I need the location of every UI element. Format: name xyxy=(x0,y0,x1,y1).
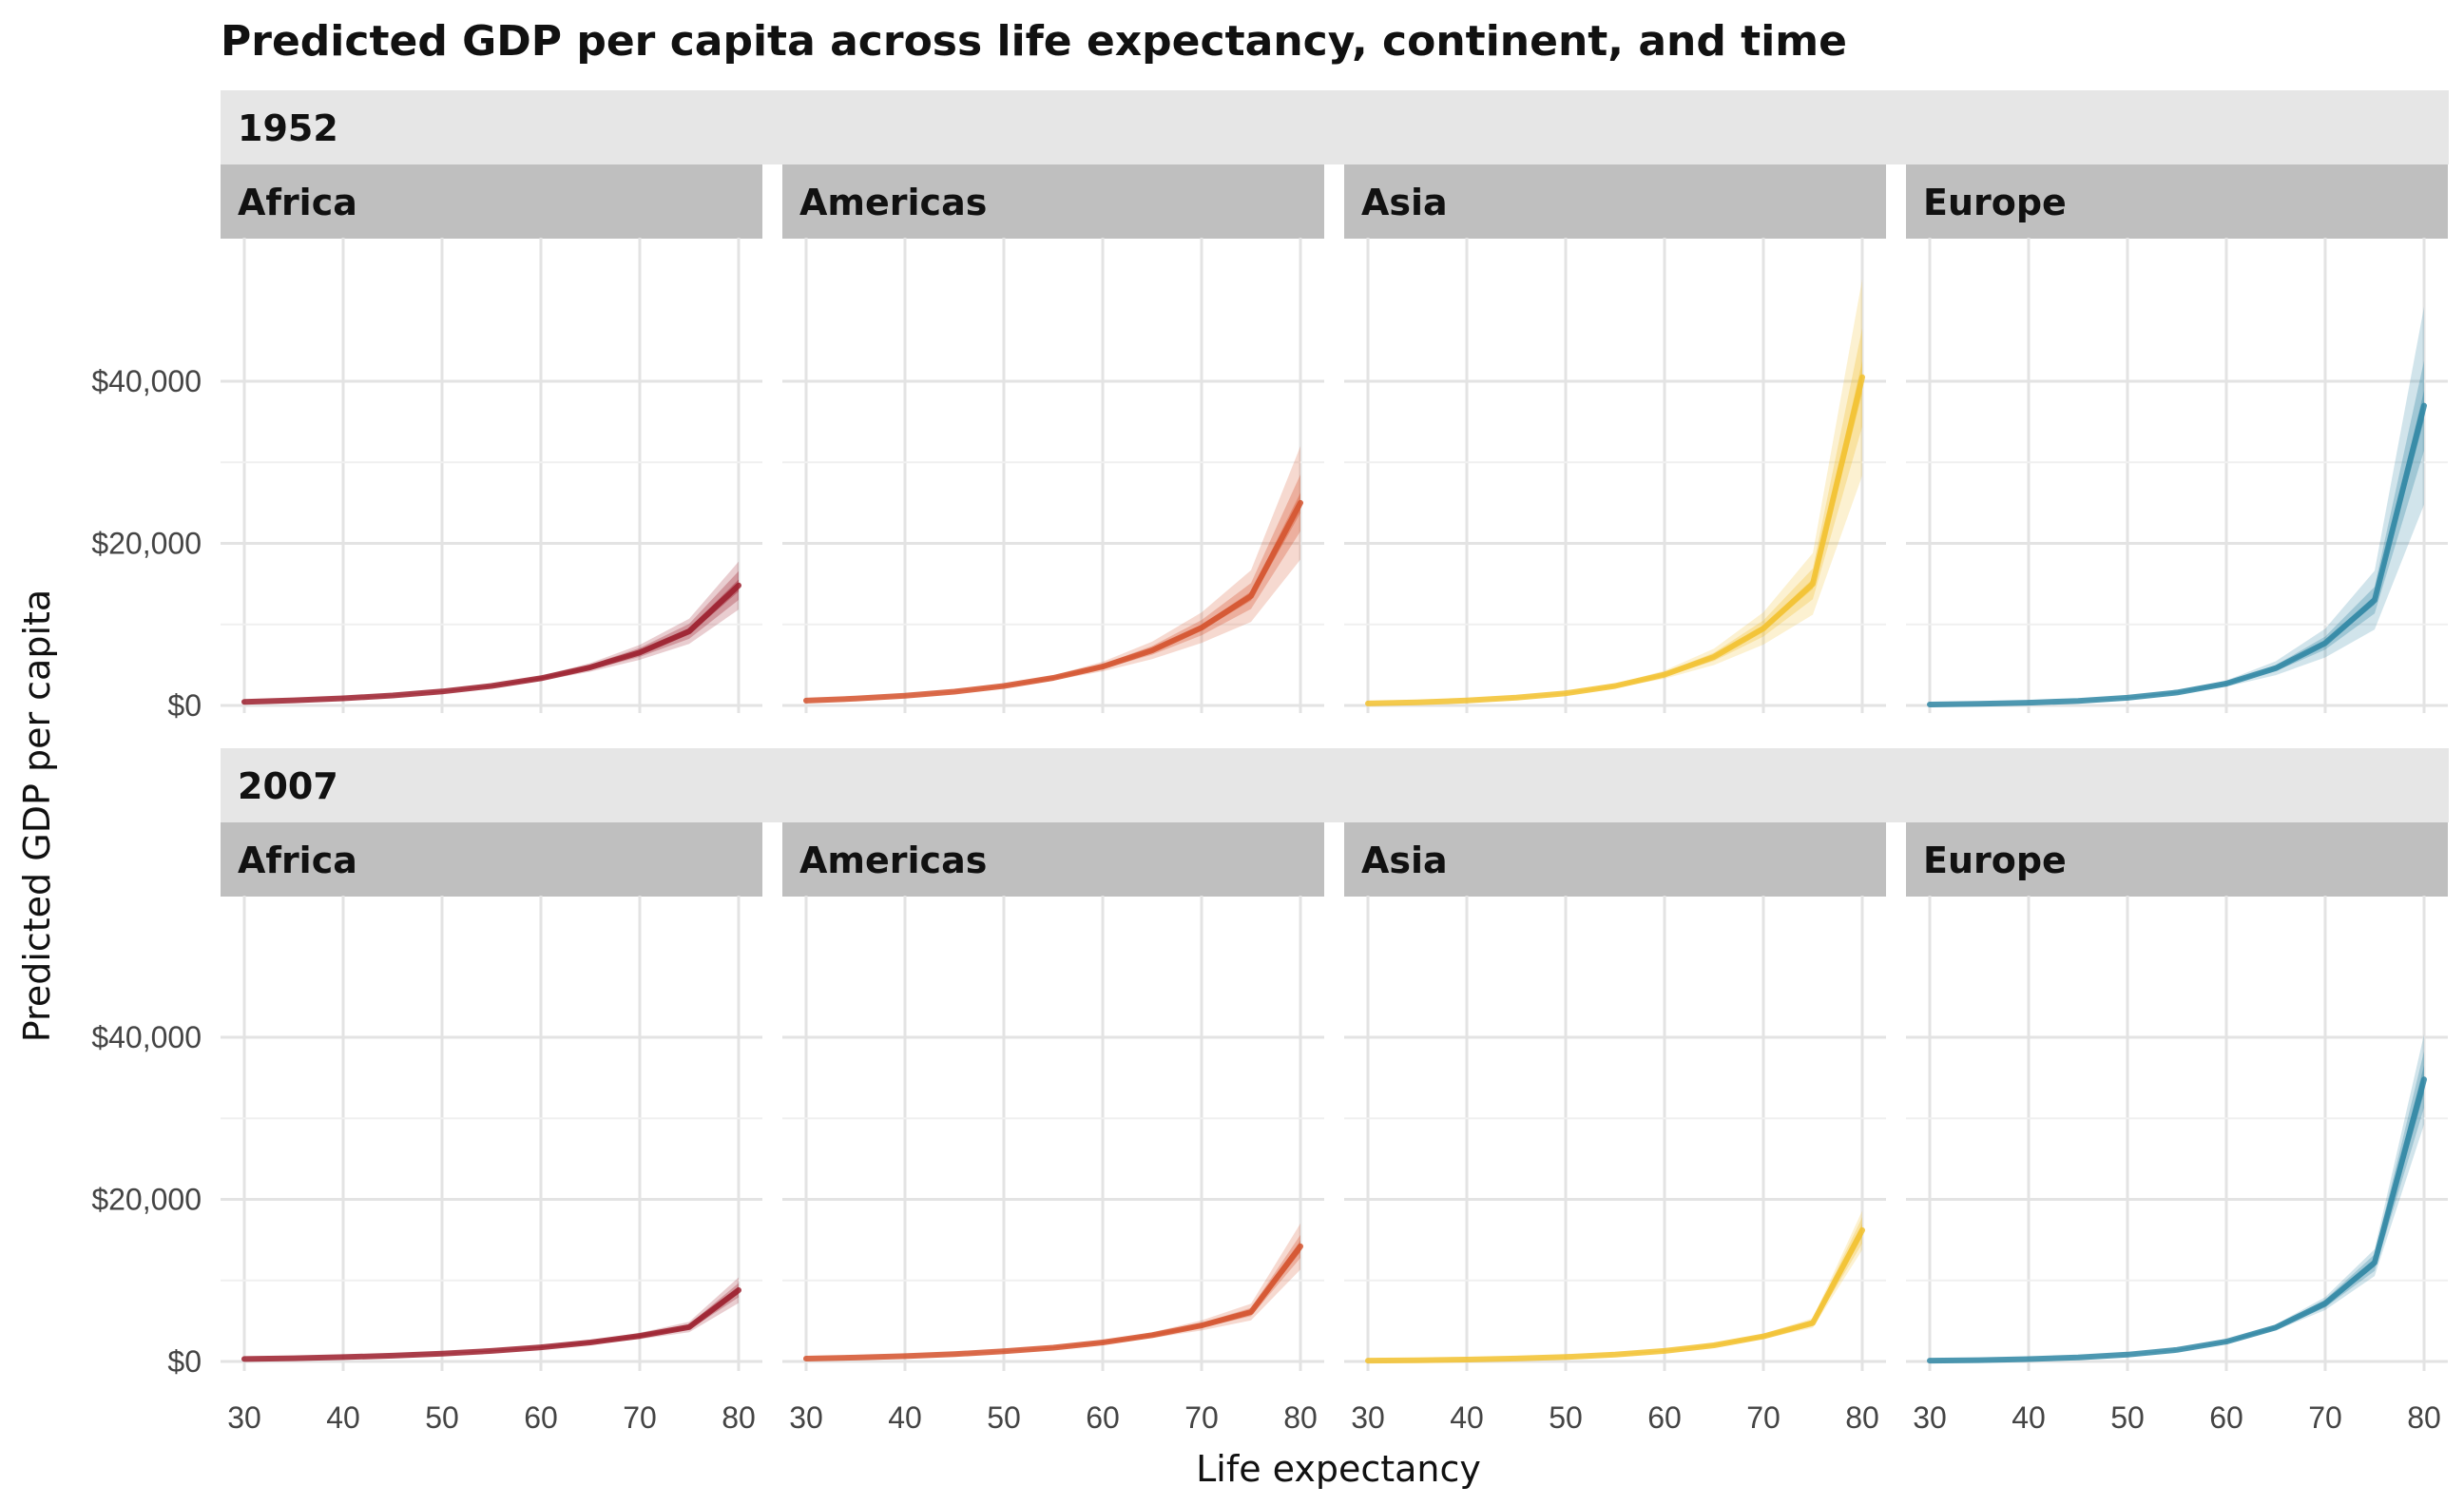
ribbon-1952-africa-0 xyxy=(244,561,739,703)
y-tick-label-0-40000: $40,000 xyxy=(91,364,202,398)
series-line-1952-asia xyxy=(1365,374,1865,706)
x-tick-label-europe-70: 70 xyxy=(2308,1400,2342,1435)
continent-strip-label-1952-europe: Europe xyxy=(1923,182,2067,223)
continent-strip-label-1952-americas: Americas xyxy=(799,182,987,223)
x-tick-label-africa-60: 60 xyxy=(524,1400,558,1435)
x-tick-label-asia-40: 40 xyxy=(1450,1400,1484,1435)
year-strip-2007 xyxy=(221,748,2449,822)
ribbon-1952-europe-1 xyxy=(1930,360,2424,705)
continent-strip-label-2007-africa: Africa xyxy=(238,840,357,881)
panel-2007-americas xyxy=(782,896,1324,1371)
ribbon-2007-asia-0 xyxy=(1368,1210,1862,1361)
panel-2007-asia xyxy=(1344,896,1886,1371)
ribbon-1952-americas-1 xyxy=(806,474,1300,701)
x-tick-label-americas-70: 70 xyxy=(1184,1400,1219,1435)
x-tick-label-africa-80: 80 xyxy=(722,1400,756,1435)
ribbon-2007-africa-1 xyxy=(244,1283,739,1360)
continent-strip-1952-asia xyxy=(1344,164,1886,239)
x-axis-title: Life expectancy xyxy=(1196,1448,1481,1490)
x-tick-label-europe-80: 80 xyxy=(2407,1400,2441,1435)
panel-1952-americas xyxy=(782,238,1324,713)
series-line-2007-americas xyxy=(803,1243,1303,1361)
ribbon-1952-europe-0 xyxy=(1930,306,2424,705)
y-tick-label-1-20000: $20,000 xyxy=(91,1183,202,1217)
x-tick-label-asia-60: 60 xyxy=(1647,1400,1682,1435)
panel-2007-europe xyxy=(1906,896,2448,1371)
x-tick-label-europe-60: 60 xyxy=(2209,1400,2243,1435)
ribbon-2007-europe-1 xyxy=(1930,1051,2424,1361)
y-tick-label-1-0: $0 xyxy=(167,1344,202,1379)
x-tick-label-americas-40: 40 xyxy=(888,1400,922,1435)
ribbon-2007-africa-0 xyxy=(244,1277,739,1360)
y-tick-label-0-20000: $20,000 xyxy=(91,527,202,561)
x-tick-label-africa-70: 70 xyxy=(623,1400,657,1435)
year-strip-label-1952: 1952 xyxy=(238,107,338,149)
continent-strip-2007-americas xyxy=(782,822,1324,897)
series-line-1952-americas xyxy=(803,499,1303,704)
x-tick-label-asia-80: 80 xyxy=(1845,1400,1879,1435)
x-tick-label-americas-80: 80 xyxy=(1283,1400,1318,1435)
ribbon-2007-europe-0 xyxy=(1930,1033,2424,1361)
x-tick-label-americas-60: 60 xyxy=(1086,1400,1120,1435)
x-tick-label-africa-50: 50 xyxy=(425,1400,459,1435)
ribbon-2007-asia-1 xyxy=(1368,1217,1862,1361)
x-tick-label-europe-40: 40 xyxy=(2012,1400,2046,1435)
panel-1952-africa xyxy=(221,238,762,713)
ribbon-1952-africa-1 xyxy=(244,570,739,703)
continent-strip-2007-africa xyxy=(221,822,762,897)
ribbon-2007-europe-2 xyxy=(1930,1065,2424,1361)
x-tick-label-americas-30: 30 xyxy=(789,1400,823,1435)
ribbon-2007-americas-1 xyxy=(806,1234,1300,1359)
x-tick-label-africa-40: 40 xyxy=(326,1400,360,1435)
ribbon-1952-asia-1 xyxy=(1368,327,1862,704)
series-line-2007-asia xyxy=(1365,1226,1865,1364)
y-tick-label-1-40000: $40,000 xyxy=(91,1020,202,1054)
series-line-2007-europe xyxy=(1927,1076,2427,1364)
continent-strip-label-2007-americas: Americas xyxy=(799,840,987,881)
continent-strip-label-2007-europe: Europe xyxy=(1923,840,2067,881)
series-line-2007-africa xyxy=(241,1287,741,1362)
continent-strip-2007-europe xyxy=(1906,822,2448,897)
ribbon-1952-americas-0 xyxy=(806,446,1300,701)
ribbon-1952-asia-2 xyxy=(1368,360,1862,704)
x-tick-label-asia-30: 30 xyxy=(1351,1400,1385,1435)
panel-2007-africa xyxy=(221,896,762,1371)
ribbon-1952-asia-0 xyxy=(1368,279,1862,704)
x-tick-label-africa-30: 30 xyxy=(227,1400,261,1435)
ribbon-2007-americas-2 xyxy=(806,1240,1300,1359)
series-line-1952-europe xyxy=(1927,402,2427,707)
year-strip-label-2007: 2007 xyxy=(238,765,338,807)
ribbon-2007-americas-0 xyxy=(806,1223,1300,1359)
continent-strip-label-2007-asia: Asia xyxy=(1361,840,1448,881)
x-tick-label-europe-30: 30 xyxy=(1913,1400,1947,1435)
x-tick-label-europe-50: 50 xyxy=(2110,1400,2145,1435)
panel-1952-europe xyxy=(1906,238,2448,713)
x-tick-label-americas-50: 50 xyxy=(987,1400,1021,1435)
ribbon-2007-asia-2 xyxy=(1368,1224,1862,1361)
continent-strip-label-1952-asia: Asia xyxy=(1361,182,1448,223)
continent-strip-1952-africa xyxy=(221,164,762,239)
continent-strip-label-1952-africa: Africa xyxy=(238,182,357,223)
continent-strip-2007-asia xyxy=(1344,822,1886,897)
x-tick-label-asia-50: 50 xyxy=(1549,1400,1583,1435)
facet-grid: 1952 $0 $20,000 $40,000 Africa Americas Asia Eu… xyxy=(91,90,2449,1435)
x-tick-label-asia-70: 70 xyxy=(1746,1400,1781,1435)
continent-strip-1952-europe xyxy=(1906,164,2448,239)
panel-1952-asia xyxy=(1344,238,1886,713)
chart-title: Predicted GDP per capita across life exp… xyxy=(221,17,1847,66)
y-axis-title: Predicted GDP per capita xyxy=(16,589,58,1042)
ribbon-1952-europe-2 xyxy=(1930,390,2424,705)
continent-strip-1952-americas xyxy=(782,164,1324,239)
series-line-1952-africa xyxy=(241,582,741,705)
year-strip-1952 xyxy=(221,90,2449,164)
y-tick-label-0-0: $0 xyxy=(167,688,202,723)
